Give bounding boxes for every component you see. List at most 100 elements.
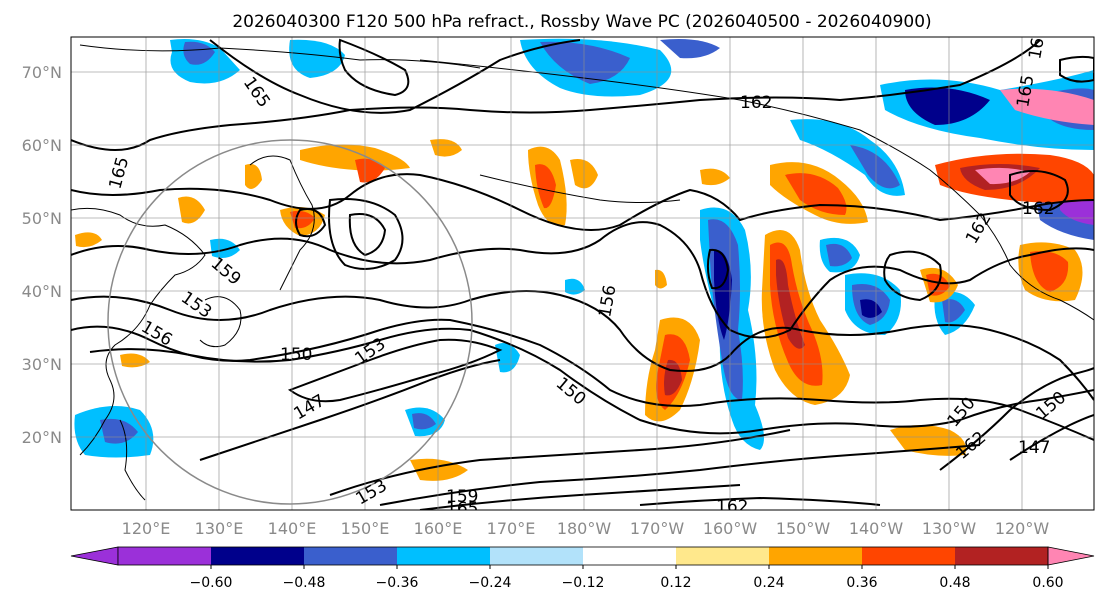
positive-anomaly-area xyxy=(1000,88,1094,125)
coastline-alaska xyxy=(419,59,1094,321)
contour-147 xyxy=(287,338,503,403)
lat-label: 70°N xyxy=(22,63,62,82)
contour-label: 165 xyxy=(1025,25,1050,60)
colorbar-extend-max xyxy=(1047,546,1095,566)
colorbar-segment xyxy=(118,547,212,565)
contour-loop xyxy=(295,208,327,238)
colorbar-tick-label: −0.60 xyxy=(190,575,233,591)
contour-label: 162 xyxy=(740,93,772,113)
positive-anomaly-area xyxy=(655,269,667,289)
coastline-philippines xyxy=(119,419,146,501)
contour-label: 150 xyxy=(280,345,312,365)
lon-label: 170°E xyxy=(487,519,536,538)
colorbar-segment xyxy=(304,547,398,565)
lon-label: 150°W xyxy=(776,519,831,538)
contour-label: 165 xyxy=(446,499,478,519)
reference-circle xyxy=(107,139,473,505)
contour-label: 162 xyxy=(1022,199,1054,219)
coastline-japan xyxy=(199,296,242,348)
colorbar-segment xyxy=(862,547,956,565)
negative-anomaly-area xyxy=(660,39,720,59)
lon-label: 150°E xyxy=(341,519,390,538)
lon-label: 180°W xyxy=(557,519,612,538)
negative-anomaly-area xyxy=(412,413,436,430)
lat-axis-labels: 70°N 60°N 50°N 40°N 30°N 20°N xyxy=(22,63,62,447)
lon-label: 170°W xyxy=(630,519,685,538)
contour-label: 147 xyxy=(1018,438,1050,458)
positive-anomaly-area xyxy=(245,164,262,189)
contour-loop xyxy=(348,213,387,257)
negative-anomaly-area xyxy=(183,41,215,65)
contour-150 xyxy=(199,359,501,461)
lat-label: 60°N xyxy=(22,136,62,155)
positive-anomaly-area xyxy=(1030,251,1069,292)
lat-label: 50°N xyxy=(22,209,62,228)
lon-label: 160°W xyxy=(703,519,758,538)
gridlines xyxy=(71,37,1094,510)
contour-165 xyxy=(209,39,581,114)
contour-165 xyxy=(71,39,1041,151)
contour-162 xyxy=(639,496,881,506)
height-contours xyxy=(71,38,1094,510)
colorbar-tick-label: −0.12 xyxy=(562,575,605,591)
colorbar-tick-label: −0.24 xyxy=(469,575,512,591)
positive-anomaly-area xyxy=(75,232,102,248)
negative-anomaly-area xyxy=(289,39,345,78)
lon-label: 140°E xyxy=(268,519,317,538)
contour-loop xyxy=(706,248,730,290)
colorbar-tick-label: −0.48 xyxy=(283,575,326,591)
negative-anomaly-area xyxy=(100,418,138,444)
contour-159 xyxy=(71,221,1094,339)
colorbar-tick-label: 0.12 xyxy=(660,575,691,591)
colorbar-segment xyxy=(211,547,305,565)
colorbar-segment xyxy=(955,547,1049,565)
positive-anomaly-area xyxy=(300,144,410,171)
contour-label: 159 xyxy=(446,487,478,507)
coastline-aleutians xyxy=(479,174,681,203)
lon-label: 130°W xyxy=(922,519,977,538)
negative-anomaly-area xyxy=(210,238,240,258)
positive-anomaly-area xyxy=(776,259,805,349)
colorbar-segment xyxy=(676,547,770,565)
contour-loop xyxy=(1009,170,1069,212)
lat-label: 30°N xyxy=(22,355,62,374)
negative-anomaly-area xyxy=(540,41,630,84)
colorbar-tick-label: −0.36 xyxy=(376,575,419,591)
coastline-asia xyxy=(71,207,206,456)
contour-156 xyxy=(379,444,981,506)
lat-label: 20°N xyxy=(22,428,62,447)
lon-axis-labels: 120°E 130°E 140°E 150°E 160°E 170°E 180°… xyxy=(122,519,1050,538)
contour-loop xyxy=(1059,55,1094,83)
contour-150 xyxy=(89,327,1094,435)
lon-label: 160°E xyxy=(414,519,463,538)
colorbar-segment xyxy=(583,547,677,565)
colorbar-segment xyxy=(769,547,863,565)
contour-162 xyxy=(71,173,1094,231)
contour-loop xyxy=(338,38,410,97)
colorbar-tick-label: 0.24 xyxy=(753,575,784,591)
contour-153 xyxy=(329,429,791,496)
colorbar-tick-label: 0.60 xyxy=(1032,575,1063,591)
figure-title: 2026040300 F120 500 hPa refract., Rossby… xyxy=(232,12,931,32)
lat-label: 40°N xyxy=(22,282,62,301)
colorbar-segment xyxy=(397,547,491,565)
contour-label: 162 xyxy=(716,497,748,517)
negative-anomaly-area xyxy=(826,243,852,267)
positive-anomaly-area xyxy=(700,168,730,186)
colorbar-segment xyxy=(490,547,584,565)
lon-label: 130°E xyxy=(195,519,244,538)
positive-anomaly-area xyxy=(178,196,205,224)
map-panel: 165 165 162 162 162 165 159 153 156 150 … xyxy=(70,25,1095,519)
coastlines xyxy=(71,44,1094,501)
colorbar: −0.60 −0.48 −0.36 −0.24 −0.12 0.12 0.24 0.36 0.4… xyxy=(70,546,1095,591)
positive-anomaly-area xyxy=(355,158,385,183)
contour-loop xyxy=(328,198,404,270)
colorbar-tick-label: 0.36 xyxy=(846,575,877,591)
negative-anomaly-area xyxy=(860,299,882,318)
coastline-arctic xyxy=(79,44,481,69)
colorbar-extend-min xyxy=(70,546,119,566)
lon-label: 120°E xyxy=(122,519,171,538)
contour-loop xyxy=(883,250,942,302)
contour-150 xyxy=(939,367,1094,471)
